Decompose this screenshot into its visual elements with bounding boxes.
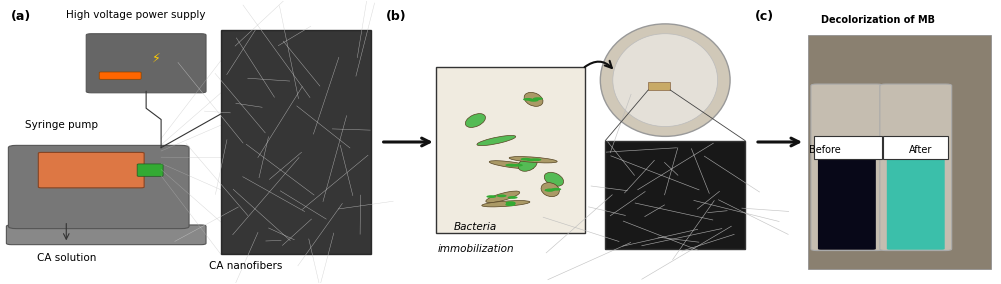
Ellipse shape — [489, 161, 534, 169]
Text: CA solution: CA solution — [37, 253, 96, 263]
Ellipse shape — [481, 201, 530, 207]
Circle shape — [486, 195, 496, 198]
Circle shape — [506, 201, 516, 204]
FancyBboxPatch shape — [435, 68, 586, 233]
Ellipse shape — [519, 157, 538, 171]
Bar — [814, 136, 882, 159]
Text: Syringe pump: Syringe pump — [25, 120, 98, 130]
Circle shape — [521, 158, 531, 160]
FancyBboxPatch shape — [137, 164, 163, 176]
Ellipse shape — [476, 135, 516, 146]
FancyBboxPatch shape — [8, 145, 189, 229]
Text: CA nanofibers: CA nanofibers — [209, 261, 282, 272]
Text: (b): (b) — [385, 10, 406, 23]
Circle shape — [527, 158, 537, 161]
Text: ⚡: ⚡ — [152, 51, 160, 64]
FancyBboxPatch shape — [880, 84, 952, 250]
Circle shape — [545, 189, 555, 191]
Ellipse shape — [601, 24, 730, 136]
FancyBboxPatch shape — [887, 153, 945, 250]
FancyBboxPatch shape — [99, 72, 141, 79]
Circle shape — [545, 189, 555, 192]
FancyBboxPatch shape — [811, 84, 883, 250]
Text: Decolorization of MB: Decolorization of MB — [821, 15, 935, 26]
Bar — [808, 35, 991, 269]
Polygon shape — [221, 30, 370, 254]
Circle shape — [532, 158, 542, 161]
Circle shape — [509, 164, 519, 167]
Ellipse shape — [510, 156, 558, 163]
Bar — [649, 82, 671, 90]
Text: (c): (c) — [755, 10, 774, 23]
Circle shape — [508, 196, 518, 199]
FancyBboxPatch shape — [38, 153, 144, 188]
Text: Before: Before — [809, 145, 841, 155]
Circle shape — [496, 195, 507, 197]
Circle shape — [513, 164, 523, 167]
FancyBboxPatch shape — [86, 34, 206, 93]
Bar — [883, 136, 948, 159]
Circle shape — [506, 202, 516, 205]
Ellipse shape — [465, 114, 485, 128]
Circle shape — [533, 97, 543, 100]
Ellipse shape — [485, 191, 520, 202]
Text: immobilization: immobilization — [437, 245, 514, 254]
Circle shape — [552, 188, 562, 191]
Circle shape — [506, 164, 516, 166]
Ellipse shape — [545, 172, 564, 186]
Ellipse shape — [525, 92, 543, 106]
FancyBboxPatch shape — [6, 225, 206, 245]
FancyBboxPatch shape — [818, 153, 876, 250]
Text: Bacteria: Bacteria — [453, 222, 497, 232]
Bar — [606, 141, 745, 249]
Ellipse shape — [613, 34, 718, 127]
Circle shape — [529, 99, 539, 102]
Ellipse shape — [542, 183, 560, 197]
Text: High voltage power supply: High voltage power supply — [66, 10, 206, 20]
Text: After: After — [909, 145, 933, 155]
Circle shape — [523, 98, 533, 101]
Circle shape — [506, 203, 516, 206]
Text: (a): (a) — [11, 10, 32, 23]
